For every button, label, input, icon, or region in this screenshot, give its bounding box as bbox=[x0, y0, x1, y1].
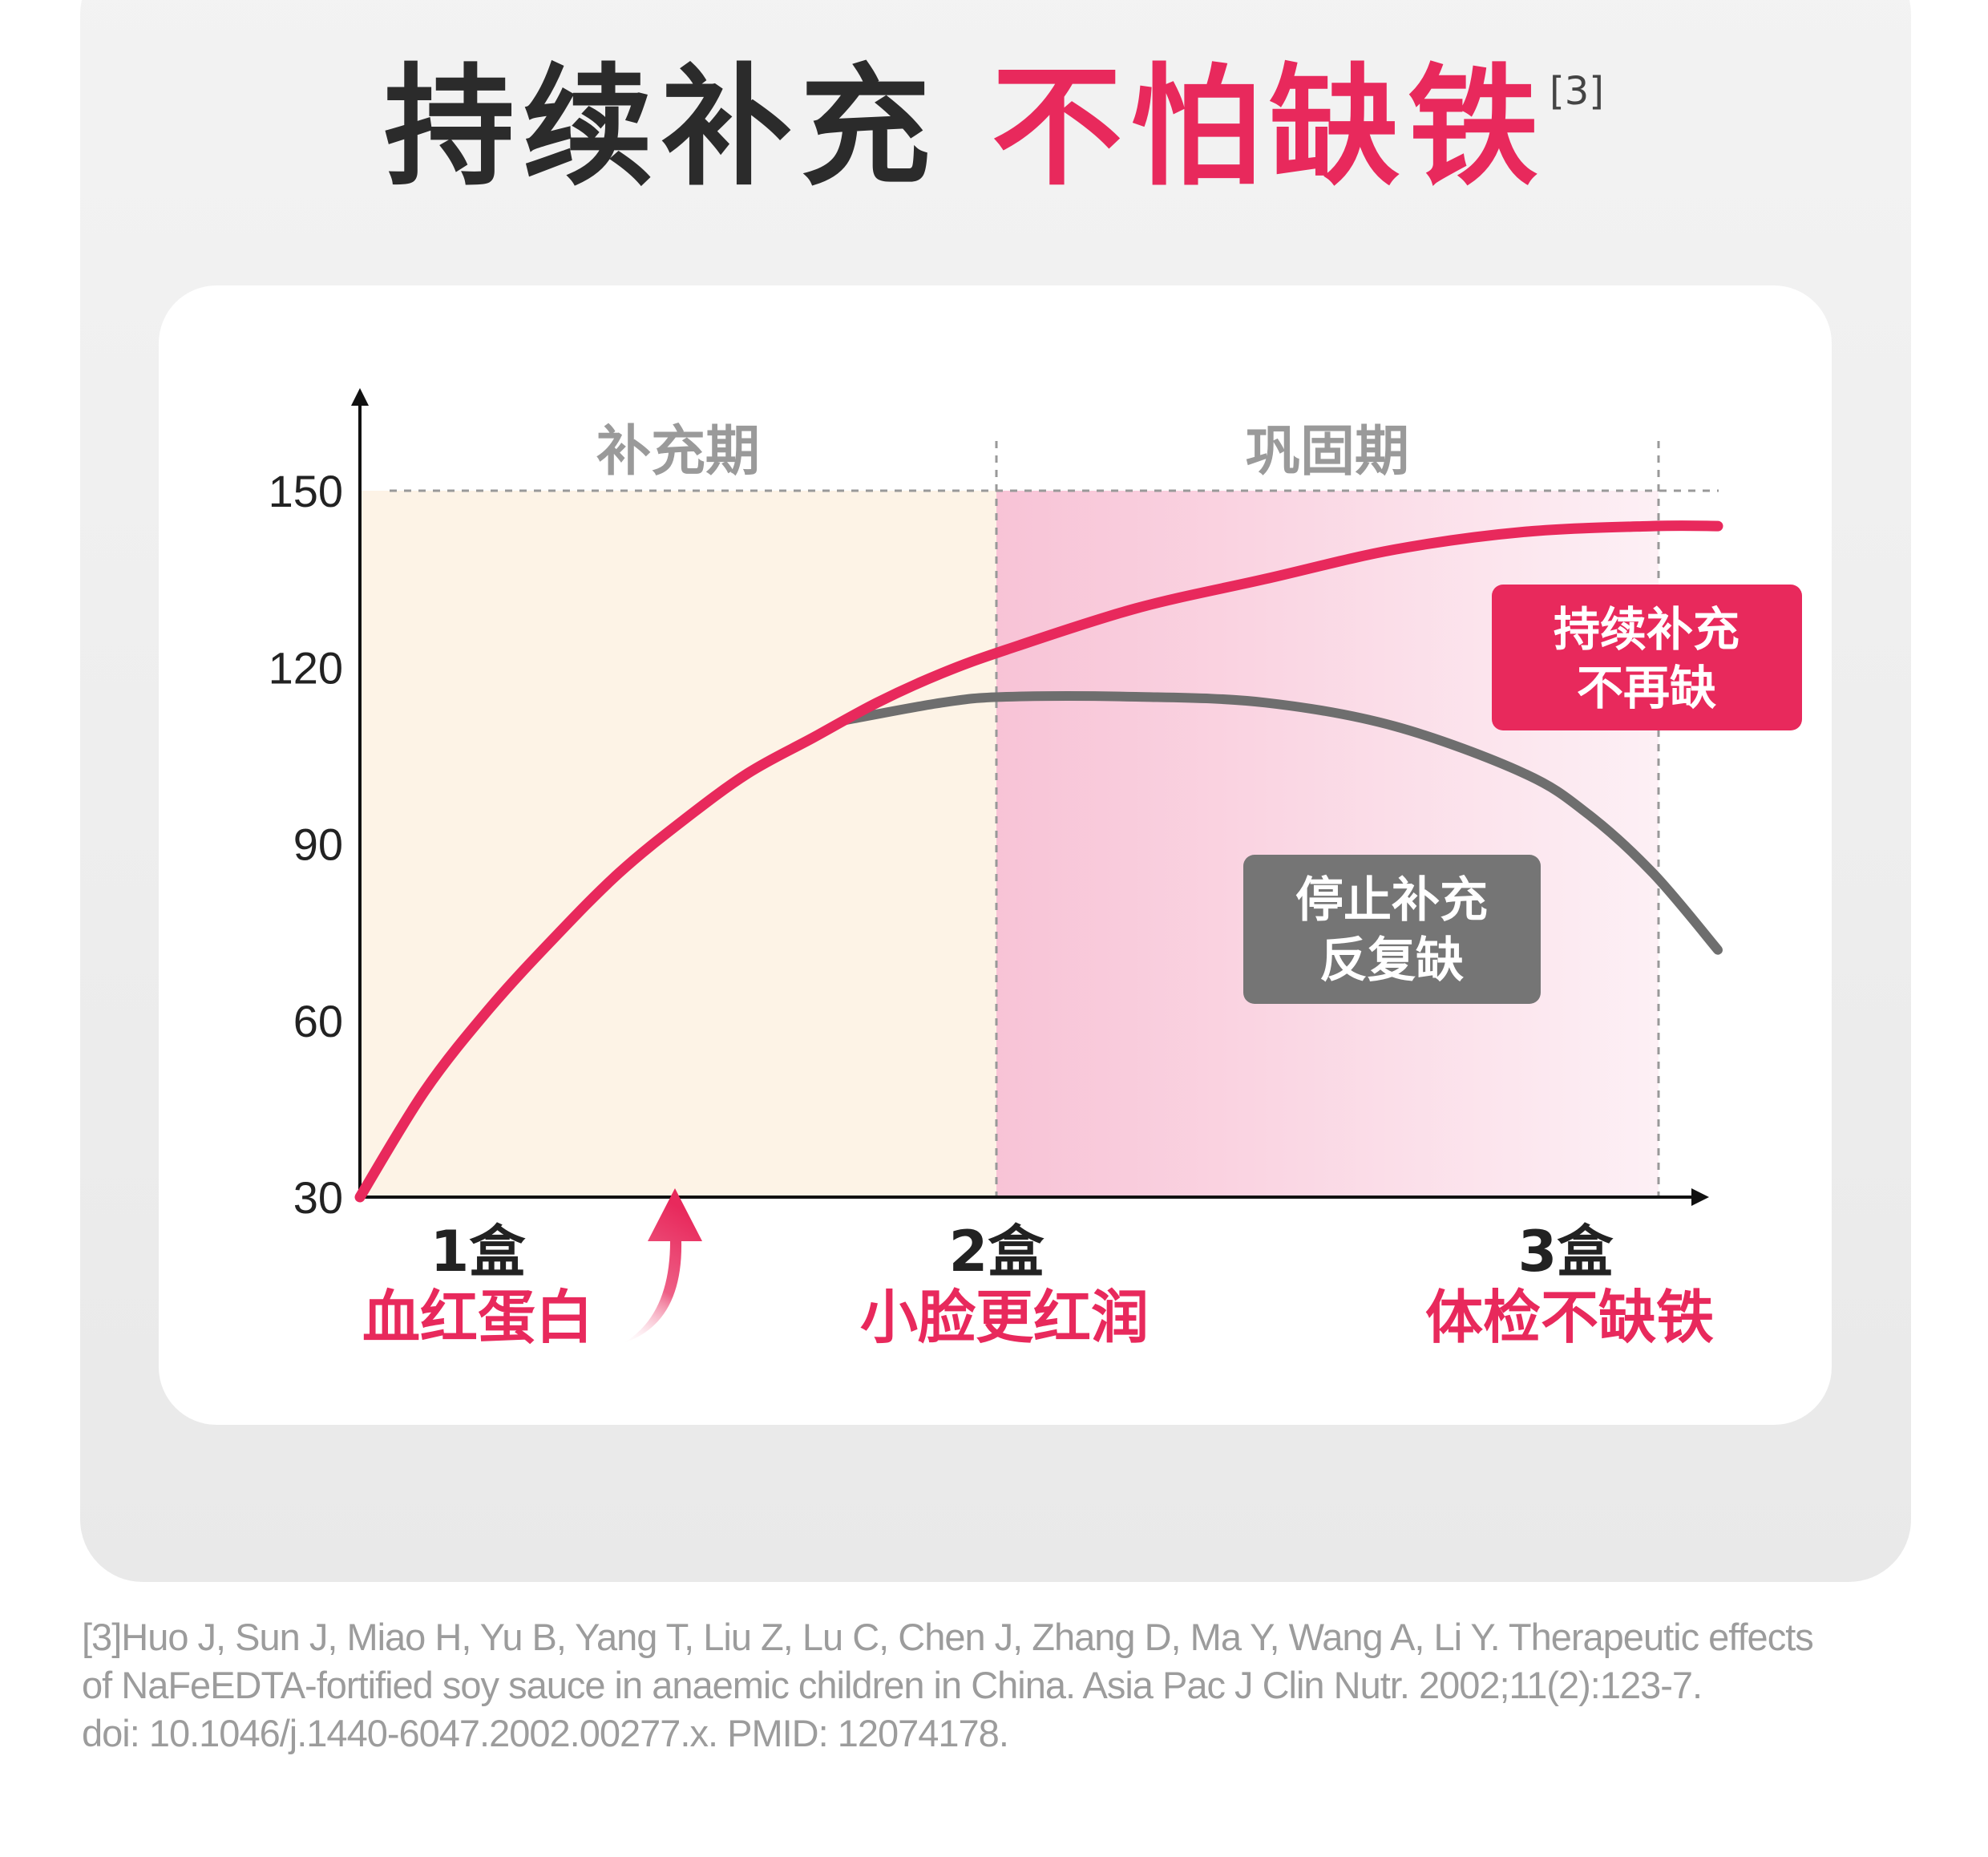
reference-citation: [3]Huo J, Sun J, Miao H, Yu B, Yang T, L… bbox=[82, 1613, 1925, 1758]
x-label-note-1: 血红蛋白 bbox=[362, 1284, 593, 1351]
up-arrow-icon bbox=[624, 1188, 702, 1343]
callout-stop-box bbox=[1243, 855, 1541, 1004]
x-axis-arrow bbox=[1691, 1188, 1709, 1206]
title-part2: 不怕缺铁 bbox=[992, 52, 1547, 204]
title-reference-mark: [3] bbox=[1550, 69, 1605, 114]
callout-continue-line2: 不再缺 bbox=[1577, 661, 1716, 715]
callout-stop-line2: 反复缺 bbox=[1319, 933, 1464, 989]
callout-continue-line1: 持续补充 bbox=[1554, 602, 1740, 657]
phase1-area bbox=[360, 491, 996, 1197]
page-title: 持续补充 不怕缺铁[3] bbox=[0, 50, 1988, 207]
phase-label-consolidate: 巩固期 bbox=[1246, 420, 1409, 483]
y-tick-labels: 30 60 90 120 150 bbox=[269, 466, 343, 1223]
series-line-stop bbox=[840, 691, 1723, 955]
x-label-note-3: 体检不缺铁 bbox=[1425, 1284, 1714, 1351]
x-label-box-3: 3盒 bbox=[1518, 1219, 1614, 1285]
callout-continue-box bbox=[1492, 585, 1802, 730]
x-label-box-2: 2盒 bbox=[949, 1219, 1045, 1285]
reference-line-1: [3]Huo J, Sun J, Miao H, Yu B, Yang T, L… bbox=[82, 1616, 1814, 1658]
y-tick-label-30: 30 bbox=[293, 1172, 343, 1223]
reference-line-2: of NaFeEDTA-fortified soy sauce in anaem… bbox=[82, 1664, 1703, 1706]
y-tick-label-150: 150 bbox=[269, 466, 343, 516]
title-part1: 持续补充 bbox=[383, 52, 939, 204]
x-label-box-1: 1盒 bbox=[430, 1219, 527, 1285]
y-tick-label-120: 120 bbox=[269, 642, 343, 693]
series-line-continue bbox=[354, 520, 1723, 1203]
callout-stop-line1: 停止补充 bbox=[1295, 872, 1488, 928]
y-tick-label-90: 90 bbox=[293, 819, 343, 870]
series-layer bbox=[354, 520, 1723, 1203]
y-tick-label-60: 60 bbox=[293, 996, 343, 1046]
y-axis-arrow bbox=[351, 388, 369, 406]
reference-line-3: doi: 10.1046/j.1440-6047.2002.00277.x. P… bbox=[82, 1712, 1009, 1754]
phase-label-supplement: 补充期 bbox=[596, 420, 760, 483]
x-label-note-2: 小脸更红润 bbox=[860, 1284, 1149, 1351]
